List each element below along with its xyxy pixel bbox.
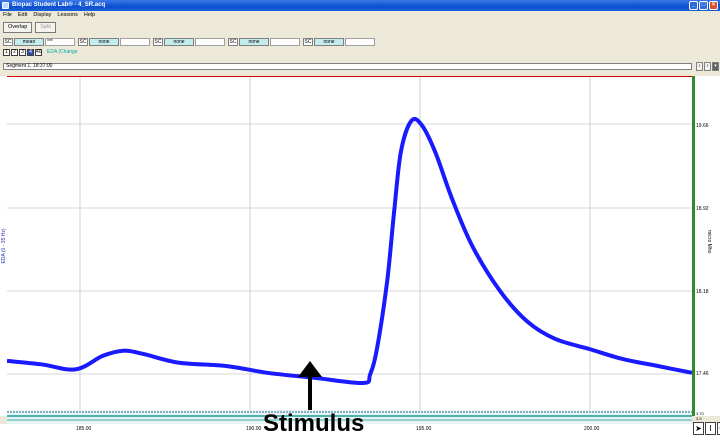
eda-trace-line [6, 116, 693, 386]
channel-box-40[interactable]: 40 [35, 48, 42, 56]
measure-channel-select[interactable]: SC [78, 38, 88, 46]
bottom-tick-label: 3.70 [696, 411, 704, 416]
app-icon [2, 2, 9, 9]
y-axis-label: EDA (0 - 35 Hz) [1, 228, 7, 263]
grid-lines [7, 77, 692, 417]
y-tick-label: 17.46 [696, 371, 709, 377]
eda-trace-svg [6, 77, 693, 417]
measure-channel-select[interactable]: SC [228, 38, 238, 46]
x-tick-label: 195.00 [416, 426, 432, 432]
segment-dropdown-button[interactable]: ▾ [712, 62, 719, 71]
measure-function[interactable]: none [314, 38, 344, 46]
channel-box-3[interactable]: 3 [19, 48, 26, 56]
x-tick-label: 190.00 [246, 426, 262, 432]
menu-display[interactable]: Display [33, 12, 52, 18]
channel-selector: 1 2 3 4 40 EDA (Change [3, 48, 78, 56]
menu-edit[interactable]: Edit [17, 12, 28, 18]
x-axis[interactable]: 185.00 190.00 195.00 200.00 [0, 424, 720, 443]
segment-nav: ‹ › ▾ [696, 62, 719, 71]
minimize-button[interactable]: _ [689, 1, 698, 10]
mode-toolbar: Overlap Split [3, 22, 56, 33]
stimulus-annotation: Stimulus [263, 410, 365, 437]
window-title: Biopac Student Lab® - 4_SR.acq [12, 2, 106, 8]
unit-label: micro Mho [706, 230, 712, 254]
right-axis-panel [692, 76, 720, 416]
measure-value [270, 38, 300, 46]
y-tick-label: 18.18 [696, 289, 709, 295]
measure-function[interactable]: none [89, 38, 119, 46]
bottom-tick-label: 3.5 [696, 416, 702, 421]
menu-file[interactable]: File [3, 12, 12, 18]
title-bar: Biopac Student Lab® - 4_SR.acq _ □ × [0, 0, 720, 11]
y-tick-label: 18.92 [696, 206, 709, 212]
measure-function[interactable]: none [239, 38, 269, 46]
measure-value [195, 38, 225, 46]
arrow-tool-icon[interactable]: ➤ [693, 422, 704, 435]
y-axis-label-area: EDA (0 - 35 Hz) [1, 228, 7, 263]
measure-value [345, 38, 375, 46]
next-segment-button[interactable]: › [704, 62, 711, 71]
prev-segment-button[interactable]: ‹ [696, 62, 703, 71]
x-tick-label: 185.00 [76, 426, 92, 432]
channel-label: EDA (Change [47, 49, 78, 55]
menu-bar: File Edit Display Lessons Help [0, 11, 720, 20]
measure-channel-select[interactable]: SC [303, 38, 313, 46]
measure-function[interactable]: none [164, 38, 194, 46]
split-button[interactable]: Split [35, 22, 56, 33]
stimulus-arrow-head [298, 361, 322, 377]
secondary-channel-strip [7, 410, 692, 424]
cursor-tools: ➤ I Q [693, 422, 720, 435]
close-button[interactable]: × [709, 1, 718, 10]
menu-help[interactable]: Help [83, 12, 96, 18]
measure-value: *** [45, 38, 75, 46]
channel-box-4[interactable]: 4 [27, 48, 34, 56]
channel-box-2[interactable]: 2 [11, 48, 18, 56]
plot-area[interactable] [6, 76, 693, 417]
overlap-button[interactable]: Overlap [3, 22, 33, 33]
measurement-bar: SC mean *** SC none SC none SC none SC n… [3, 38, 378, 46]
maximize-button[interactable]: □ [699, 1, 708, 10]
measure-channel-select[interactable]: SC [3, 38, 13, 46]
measure-value [120, 38, 150, 46]
y-tick-label: 19.66 [696, 123, 709, 129]
measure-channel-select[interactable]: SC [153, 38, 163, 46]
channel-box-1[interactable]: 1 [3, 48, 10, 56]
secondary-trace-svg [7, 411, 692, 421]
segment-label-field[interactable]: Segment 1, 18:37:00 [3, 63, 692, 70]
menu-lessons[interactable]: Lessons [57, 12, 78, 18]
x-tick-label: 200.00 [584, 426, 600, 432]
measure-function[interactable]: mean [14, 38, 44, 46]
window-controls: _ □ × [689, 1, 718, 10]
ibeam-tool-icon[interactable]: I [705, 422, 716, 435]
left-margin [0, 76, 7, 416]
